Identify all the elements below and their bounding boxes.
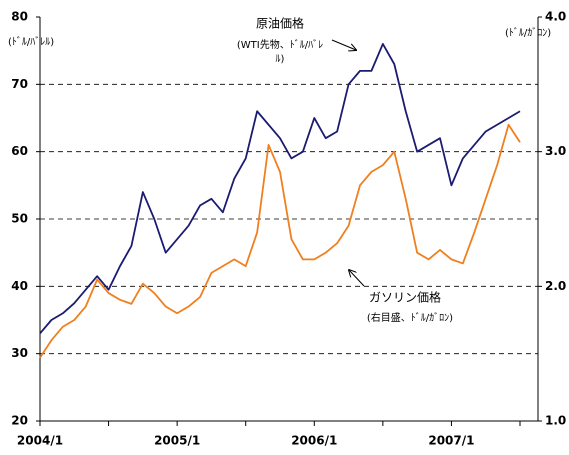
x-tick-label: 2007/1 xyxy=(428,434,474,448)
y-tick-label: 60 xyxy=(11,144,28,158)
y2-tick-label: 4.0 xyxy=(545,10,566,24)
annotation: ﾙ) xyxy=(276,54,285,65)
x-tick-label: 2004/1 xyxy=(17,434,63,448)
annotation: 原油価格 xyxy=(256,16,304,31)
y2-tick-label: 1.0 xyxy=(545,414,566,428)
y-tick-label: 30 xyxy=(11,346,28,360)
annotation-arrow xyxy=(349,270,365,287)
y2-tick-label: 3.0 xyxy=(545,144,566,158)
annotation: ガソリン価格 xyxy=(369,290,441,305)
x-tick-label: 2006/1 xyxy=(291,434,337,448)
y-tick-label: 40 xyxy=(11,279,28,293)
annotation: (WTI先物、ﾄﾞﾙ/ﾊﾞﾚ xyxy=(237,38,323,51)
y2-unit-label: (ﾄﾞﾙ/ｶﾞﾛﾝ) xyxy=(505,27,551,39)
y-tick-label: 70 xyxy=(11,77,28,91)
series-line xyxy=(39,123,521,359)
y-tick-label: 80 xyxy=(11,10,28,24)
y-unit-label: (ﾄﾞﾙ/ﾊﾞﾚﾙ) xyxy=(8,36,54,48)
annotation: (右目盛、ﾄﾞﾙ/ｶﾞﾛﾝ) xyxy=(367,311,453,324)
x-tick-label: 2005/1 xyxy=(154,434,200,448)
y-tick-label: 20 xyxy=(11,414,28,428)
annotation-arrow xyxy=(331,39,356,50)
series-line xyxy=(39,43,521,335)
y-tick-label: 50 xyxy=(11,212,28,226)
y2-tick-label: 2.0 xyxy=(545,279,566,293)
